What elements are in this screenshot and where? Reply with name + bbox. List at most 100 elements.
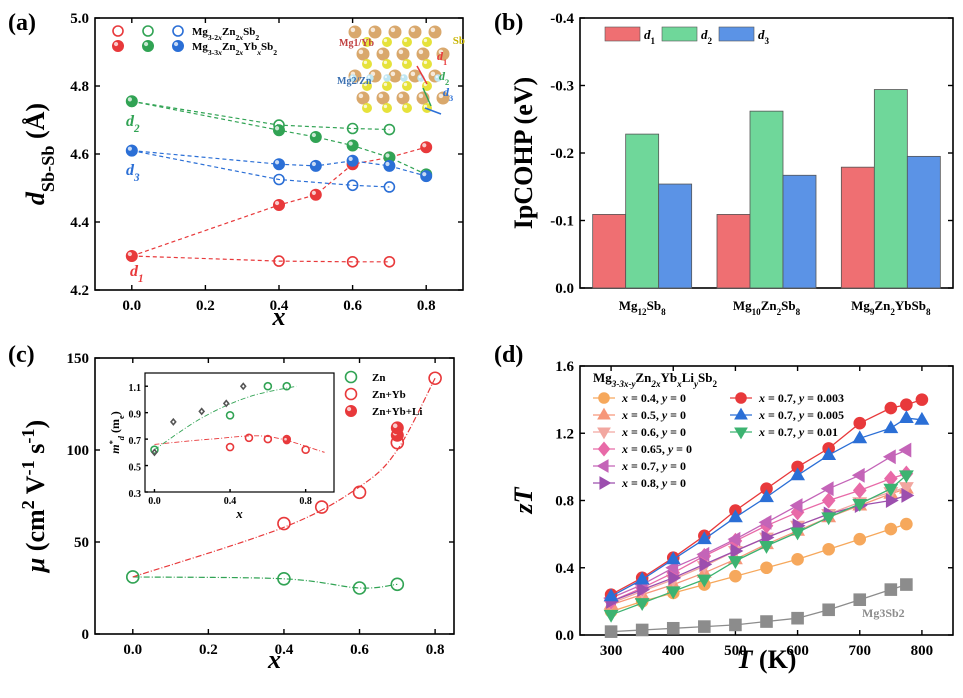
atom-zn	[349, 74, 357, 82]
atom-mg-body	[348, 25, 362, 39]
atom-zn-shine	[384, 75, 388, 79]
y-tick-label: -0.1	[550, 214, 574, 230]
inset-point-small	[239, 382, 247, 391]
atom-zn-body	[400, 74, 408, 82]
legend-label-d2: d2	[701, 27, 713, 46]
legend-marker	[598, 392, 610, 404]
data-point	[852, 498, 868, 512]
atom-mg-body	[388, 69, 402, 83]
atom-mg	[356, 47, 370, 61]
data-point	[637, 582, 651, 598]
atom-mg-shine	[378, 49, 384, 55]
bar-d3-0	[658, 183, 693, 289]
data-point-filled-d1-shine	[422, 143, 427, 148]
atom-sb-body	[422, 37, 432, 47]
legend-label: Mg3-3xZn2xYbxSb2	[192, 41, 277, 57]
data-point-filled-d1	[273, 199, 285, 211]
atom-mg-shine	[418, 93, 424, 99]
legend-marker-Zn+Yb+Li-shine	[346, 406, 352, 412]
atom-sb-body	[382, 59, 392, 69]
series-line-d2	[131, 100, 427, 175]
data-point-filled-d1-body	[420, 141, 433, 154]
legend-label: Zn+Yb+Li	[372, 406, 422, 418]
atom-mg-shine	[430, 71, 436, 77]
atom-sb	[382, 59, 392, 69]
atom-sb-shine	[383, 38, 388, 43]
y-tick-label: 0.3	[129, 489, 142, 500]
atom-mg-body	[428, 25, 442, 39]
data-point-filled-d1-body	[125, 250, 138, 262]
atom-sb-body	[362, 103, 372, 113]
x-tick-label: 0.4	[275, 642, 294, 658]
legend-label: x = 0.8, y = 0	[621, 476, 686, 490]
panel-label: (a)	[8, 10, 36, 36]
legend-marker-filled	[112, 40, 124, 52]
atom-zn	[366, 74, 374, 82]
data-point-filled-d3-body	[309, 159, 322, 172]
data-point-open-d1	[346, 255, 359, 268]
y-tick-label: 1.1	[129, 383, 142, 394]
legend-title: Mg3-3x-yZn2xYbxLiySb2	[593, 370, 718, 389]
atom-mg-shine	[398, 49, 404, 55]
legend-marker	[597, 407, 611, 420]
x-tick-label: 600	[786, 643, 809, 659]
data-point	[634, 571, 650, 585]
inset-point-small	[198, 407, 206, 416]
legend-marker-filled-body	[172, 40, 184, 52]
legend-marker	[734, 427, 748, 440]
atom-sb	[402, 59, 412, 69]
atom-mg	[348, 25, 362, 39]
y-tick-label: 0.0	[555, 628, 574, 644]
inset-x-label: x	[235, 506, 243, 521]
data-point-filled-d2-shine	[348, 141, 353, 146]
atom-mg-body	[368, 25, 382, 39]
data-point	[821, 447, 837, 461]
atom-sb	[362, 103, 372, 113]
atom-zn-shine	[367, 75, 371, 79]
data-point	[761, 530, 775, 545]
data-point-filled-d3-shine	[348, 156, 353, 161]
legend-label-d1: d1	[644, 27, 656, 46]
annotation-mg3sb2: Mg3Sb2	[862, 606, 905, 620]
atom-mg-body	[376, 47, 390, 61]
data-point-znybli	[390, 421, 404, 435]
data-point	[727, 531, 741, 547]
data-point	[821, 512, 837, 526]
legend-marker-open	[142, 25, 154, 37]
legend-marker	[734, 407, 748, 420]
data-point	[729, 569, 742, 583]
inset-label-mg1: Mg1/Yb	[339, 38, 374, 49]
legend-label: Zn+Yb	[372, 389, 406, 401]
atom-mg-body	[396, 91, 410, 105]
znyb-fit-line	[132, 377, 436, 578]
atom-sb-body	[402, 37, 412, 47]
data-point	[698, 620, 711, 633]
inset-label-mg2: Mg2/Zn	[337, 76, 372, 87]
atom-mg-body	[396, 47, 410, 61]
data-point-filled-d2	[125, 95, 138, 108]
inset-point-small	[169, 417, 177, 426]
data-point-filled-d3	[346, 154, 359, 167]
legend-marker	[735, 392, 747, 404]
data-point-zn	[352, 581, 367, 595]
y-axis-label: dSb-Sb (Å)	[21, 103, 58, 205]
data-point	[852, 430, 868, 444]
x-axis-label: x	[272, 302, 286, 331]
data-point-znyb	[428, 371, 442, 386]
data-point-filled-d2-body	[309, 131, 322, 143]
legend-label: Zn	[372, 372, 385, 384]
data-point-filled-d3-shine	[274, 160, 280, 165]
data-point-open-d3	[383, 181, 396, 193]
y-tick-label: 4.4	[70, 215, 89, 231]
legend-label-d3: d3	[758, 27, 770, 46]
data-point	[851, 467, 865, 483]
data-point	[634, 598, 650, 611]
x-tick-label: 300	[600, 643, 623, 659]
legend-marker-Zn+Yb+Li-body	[345, 405, 357, 417]
y-tick-label: 150	[67, 351, 90, 367]
data-point	[900, 578, 913, 591]
y-tick-label: 5.0	[70, 11, 89, 27]
data-point-znyb	[277, 516, 291, 531]
data-point-open-d2	[383, 123, 396, 136]
